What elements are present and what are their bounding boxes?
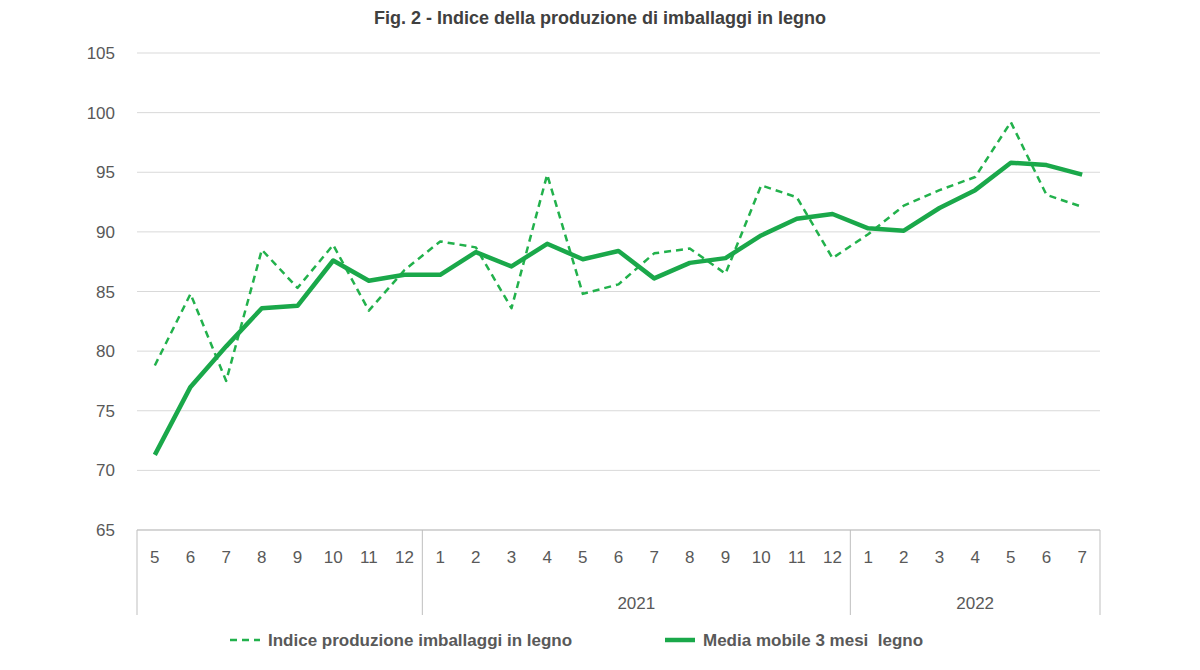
x-tick-label: 5 xyxy=(578,548,587,567)
x-tick-label: 12 xyxy=(395,548,414,567)
x-tick-label: 12 xyxy=(823,548,842,567)
x-tick-label: 7 xyxy=(1077,548,1086,567)
x-tick-label: 4 xyxy=(970,548,979,567)
x-axis-line xyxy=(137,530,1100,531)
plot-area xyxy=(155,122,1082,455)
y-tick-label: 65 xyxy=(96,521,115,540)
x-tick-label: 6 xyxy=(186,548,195,567)
grid-line xyxy=(137,351,1100,352)
grid-line xyxy=(137,530,1100,531)
x-tick-label: 7 xyxy=(221,548,230,567)
x-tick-label: 10 xyxy=(324,548,343,567)
chart-title: Fig. 2 - Indice della produzione di imba… xyxy=(374,8,826,28)
x-tick-label: 9 xyxy=(721,548,730,567)
legend-swatch xyxy=(665,638,695,643)
x-group-label: 2022 xyxy=(956,594,994,613)
y-tick-label: 105 xyxy=(87,44,115,63)
y-tick-label: 90 xyxy=(96,223,115,242)
legend-label: Media mobile 3 mesi legno xyxy=(703,631,923,650)
x-tick-label: 7 xyxy=(649,548,658,567)
group-separator xyxy=(422,530,423,615)
group-separator xyxy=(1100,530,1101,615)
x-tick-label: 11 xyxy=(360,548,378,567)
y-tick-label: 85 xyxy=(96,283,115,302)
grid-line xyxy=(137,470,1100,471)
series-line xyxy=(155,163,1082,455)
x-tick-label: 5 xyxy=(1006,548,1015,567)
x-tick-label: 4 xyxy=(542,548,551,567)
x-tick-label: 10 xyxy=(752,548,771,567)
y-tick-label: 95 xyxy=(96,163,115,182)
x-tick-label: 8 xyxy=(257,548,266,567)
x-tick-label: 3 xyxy=(935,548,944,567)
y-tick-label: 75 xyxy=(96,402,115,421)
grid-line xyxy=(137,172,1100,173)
y-tick-label: 80 xyxy=(96,342,115,361)
x-tick-label: 6 xyxy=(1042,548,1051,567)
legend-label: Indice produzione imballaggi in legno xyxy=(268,631,572,650)
x-tick-label: 9 xyxy=(293,548,302,567)
grid-line xyxy=(137,53,1100,54)
x-tick-label: 6 xyxy=(614,548,623,567)
grid-line xyxy=(137,112,1100,113)
y-tick-label: 70 xyxy=(96,461,115,480)
chart: Fig. 2 - Indice della produzione di imba… xyxy=(0,0,1200,670)
x-tick-label: 1 xyxy=(863,548,872,567)
legend-swatch xyxy=(230,639,260,642)
x-tick-label: 3 xyxy=(507,548,516,567)
x-tick-label: 2 xyxy=(471,548,480,567)
group-separator xyxy=(137,530,138,615)
x-tick-label: 8 xyxy=(685,548,694,567)
x-tick-label: 2 xyxy=(899,548,908,567)
group-separator xyxy=(850,530,851,615)
x-tick-label: 5 xyxy=(150,548,159,567)
x-group-label: 2021 xyxy=(617,594,655,613)
x-tick-label: 11 xyxy=(788,548,806,567)
x-tick-label: 1 xyxy=(435,548,444,567)
grid-line xyxy=(137,410,1100,411)
y-tick-label: 100 xyxy=(87,104,115,123)
grid-line xyxy=(137,291,1100,292)
grid-line xyxy=(137,231,1100,232)
